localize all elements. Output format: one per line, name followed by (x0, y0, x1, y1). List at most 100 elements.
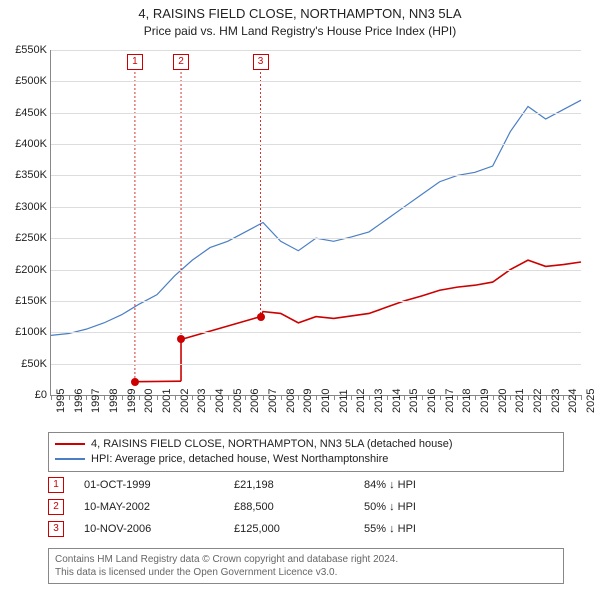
transactions-table: 101-OCT-1999£21,19884% ↓ HPI 2 10-MAY-2002… (48, 474, 484, 540)
x-tick (440, 395, 441, 400)
x-axis-label: 2004 (214, 389, 226, 413)
gridline (51, 207, 581, 208)
row-diff: 84% ↓ HPI (364, 479, 484, 491)
x-axis-label: 2020 (497, 389, 509, 413)
x-axis-label: 2021 (514, 389, 526, 413)
legend-box: 4, RAISINS FIELD CLOSE, NORTHAMPTON, NN3… (48, 432, 564, 472)
x-tick (51, 395, 52, 400)
series-line (135, 381, 181, 382)
x-axis-label: 2018 (461, 389, 473, 413)
y-axis-label: £250K (3, 232, 47, 244)
gridline (51, 332, 581, 333)
x-axis-label: 2012 (355, 389, 367, 413)
x-axis-label: 2023 (550, 389, 562, 413)
x-axis-label: 2025 (585, 389, 597, 413)
x-tick (210, 395, 211, 400)
x-tick (245, 395, 246, 400)
x-axis-label: 2005 (232, 389, 244, 413)
x-axis-label: 2014 (391, 389, 403, 413)
marker-box-3: 3 (253, 54, 269, 70)
x-tick (316, 395, 317, 400)
series-line (181, 317, 261, 340)
y-axis-label: £500K (3, 75, 47, 87)
legend-swatch-2 (55, 458, 85, 460)
x-tick (104, 395, 105, 400)
marker-dot (131, 378, 139, 386)
x-tick (281, 395, 282, 400)
gridline (51, 144, 581, 145)
x-axis-label: 2016 (426, 389, 438, 413)
x-tick (263, 395, 264, 400)
x-axis-label: 2017 (444, 389, 456, 413)
row-price: £21,198 (234, 479, 364, 491)
x-axis-label: 2015 (408, 389, 420, 413)
x-tick (546, 395, 547, 400)
chart-title-1: 4, RAISINS FIELD CLOSE, NORTHAMPTON, NN3… (0, 6, 600, 21)
x-tick (369, 395, 370, 400)
gridline (51, 364, 581, 365)
chart-svg (51, 50, 581, 395)
x-tick (528, 395, 529, 400)
x-axis-label: 2002 (179, 389, 191, 413)
footer-line-2: This data is licensed under the Open Gov… (55, 566, 557, 579)
row-diff: 50% ↓ HPI (364, 501, 484, 513)
x-tick (422, 395, 423, 400)
x-axis-label: 2022 (532, 389, 544, 413)
plot-area: £0£50K£100K£150K£200K£250K£300K£350K£400… (50, 50, 581, 396)
y-axis-label: £50K (3, 358, 47, 370)
table-row: 310-NOV-2006£125,00055% ↓ HPI (48, 518, 484, 540)
x-tick (563, 395, 564, 400)
row-date: 10-MAY-2002 (84, 501, 234, 513)
x-axis-label: 2000 (143, 389, 155, 413)
row-diff: 55% ↓ HPI (364, 523, 484, 535)
y-axis-label: £150K (3, 295, 47, 307)
x-tick (475, 395, 476, 400)
y-axis-label: £450K (3, 107, 47, 119)
gridline (51, 270, 581, 271)
y-axis-label: £350K (3, 169, 47, 181)
legend-text-2: HPI: Average price, detached house, West… (91, 453, 388, 465)
x-tick (69, 395, 70, 400)
y-axis-label: £100K (3, 326, 47, 338)
marker-box-1: 1 (127, 54, 143, 70)
marker-box-2: 2 (173, 54, 189, 70)
gridline (51, 238, 581, 239)
legend-swatch-1 (55, 443, 85, 445)
x-tick (351, 395, 352, 400)
x-tick (457, 395, 458, 400)
x-axis-label: 2010 (320, 389, 332, 413)
gridline (51, 301, 581, 302)
x-axis-label: 2006 (249, 389, 261, 413)
x-tick (228, 395, 229, 400)
row-date: 01-OCT-1999 (84, 479, 234, 491)
x-axis-label: 2013 (373, 389, 385, 413)
x-tick (404, 395, 405, 400)
table-row: 2 10-MAY-2002£88,50050% ↓ HPI (48, 496, 484, 518)
x-axis-label: 1999 (126, 389, 138, 413)
x-axis-label: 1997 (90, 389, 102, 413)
row-marker: 2 (48, 499, 64, 515)
x-tick (122, 395, 123, 400)
gridline (51, 81, 581, 82)
x-tick (86, 395, 87, 400)
x-axis-label: 2008 (285, 389, 297, 413)
row-marker: 3 (48, 521, 64, 537)
row-price: £88,500 (234, 501, 364, 513)
row-price: £125,000 (234, 523, 364, 535)
marker-dot (177, 335, 185, 343)
x-tick (581, 395, 582, 400)
x-tick (493, 395, 494, 400)
x-axis-label: 2009 (302, 389, 314, 413)
chart-title-2: Price paid vs. HM Land Registry's House … (0, 24, 600, 38)
marker-dot (257, 313, 265, 321)
x-tick (298, 395, 299, 400)
table-row: 101-OCT-1999£21,19884% ↓ HPI (48, 474, 484, 496)
legend-text-1: 4, RAISINS FIELD CLOSE, NORTHAMPTON, NN3… (91, 438, 453, 450)
chart-container: 4, RAISINS FIELD CLOSE, NORTHAMPTON, NN3… (0, 0, 600, 590)
y-axis-label: £200K (3, 264, 47, 276)
x-axis-label: 2003 (196, 389, 208, 413)
gridline (51, 50, 581, 51)
x-tick (387, 395, 388, 400)
x-tick (510, 395, 511, 400)
x-tick (139, 395, 140, 400)
